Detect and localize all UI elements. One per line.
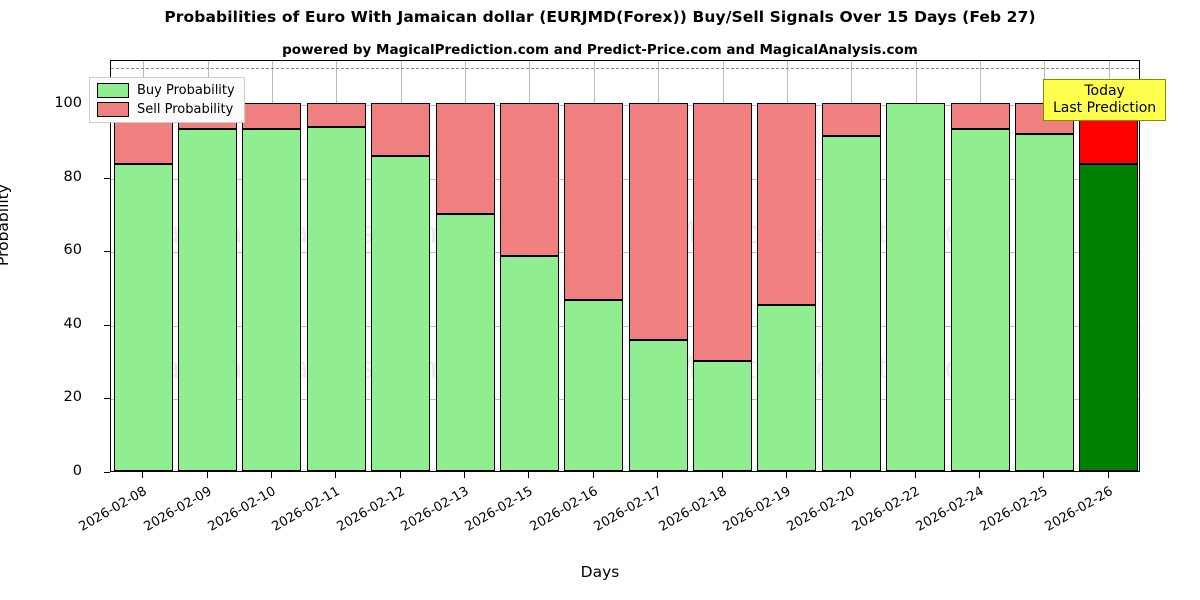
grid-line-horizontal [111,105,1139,107]
bar-segment-buy[interactable] [821,136,881,471]
x-axis-tick [786,472,787,478]
x-axis-tick [528,472,529,478]
x-axis-tick [464,472,465,478]
legend-item-buy: Buy Probability [97,83,235,98]
x-axis-tick [979,472,980,478]
bar-segment-buy[interactable] [564,299,624,471]
bar-stack[interactable] [693,61,752,471]
chart-title: Probabilities of Euro With Jamaican doll… [164,8,1036,26]
bar-segment-sell[interactable] [371,103,431,157]
x-axis-tick [850,472,851,478]
reference-line [111,68,1139,70]
legend-item-sell: Sell Probability [97,102,235,117]
bar-segment-sell[interactable] [628,103,688,341]
y-axis-tick [104,177,110,179]
bar-segment-buy[interactable] [242,128,302,471]
x-axis-tick [593,472,594,478]
bar-stack[interactable] [886,61,946,471]
bar-stack[interactable] [435,61,495,471]
grid-line-horizontal [111,399,1139,401]
x-axis-tick [657,472,658,478]
x-axis-tick [1108,472,1109,478]
bar-segment-buy[interactable] [371,156,431,471]
bar-stack[interactable] [1014,61,1074,471]
legend-label-buy: Buy Probability [137,83,235,98]
bar-segment-buy[interactable] [886,103,946,471]
bar-segment-buy[interactable] [757,305,817,471]
y-axis-tick [104,398,110,400]
today-label-line2: Last Prediction [1053,99,1157,116]
bar-segment-buy[interactable] [1079,163,1139,471]
x-axis-tick [722,472,723,478]
bar-stack[interactable] [821,61,881,471]
y-axis-title: Probability [0,184,12,266]
bar-stack[interactable] [306,61,366,471]
bar-segment-sell[interactable] [499,103,559,256]
bar-segment-sell[interactable] [306,103,366,128]
x-axis-tick [1043,472,1044,478]
bar-segment-buy[interactable] [113,163,173,471]
x-axis-tick [400,472,401,478]
grid-line-horizontal [111,252,1139,254]
legend-swatch-sell [97,102,129,117]
bar-segment-buy[interactable] [306,127,366,471]
bar-segment-sell[interactable] [693,103,752,361]
x-axis-title: Days [580,563,620,581]
bar-stack[interactable] [113,61,173,471]
today-label-line1: Today [1084,83,1125,99]
y-axis-tick-label: 0 [72,463,82,479]
bar-segment-sell[interactable] [242,103,302,129]
bar-segment-buy[interactable] [693,360,752,471]
bar-stack[interactable] [242,61,302,471]
y-axis-tick [104,324,110,326]
x-axis-tick [142,472,143,478]
chart-subtitle: powered by MagicalPrediction.com and Pre… [282,42,918,58]
bar-segment-buy[interactable] [1014,134,1074,471]
y-axis-tick [104,251,110,253]
bar-segment-sell[interactable] [435,103,495,214]
bar-stack[interactable] [1079,61,1139,471]
bar-stack[interactable] [178,61,237,471]
bar-segment-sell[interactable] [564,103,624,300]
x-axis-tick [335,472,336,478]
y-axis-tick-label: 100 [54,95,82,112]
bar-segment-sell[interactable] [950,103,1010,129]
bar-segment-buy[interactable] [499,255,559,471]
bar-segment-buy[interactable] [178,128,237,471]
grid-line-horizontal [111,178,1139,180]
bar-segment-buy[interactable] [435,213,495,471]
x-axis-tick [207,472,208,478]
y-axis-tick [104,472,110,473]
bar-segment-buy[interactable] [628,340,688,471]
legend-swatch-buy [97,83,129,98]
bar-segment-sell[interactable] [821,103,881,137]
legend-label-sell: Sell Probability [137,102,234,117]
x-axis-tick [915,472,916,478]
y-axis-tick-label: 80 [63,168,82,185]
grid-line-horizontal [111,325,1139,327]
today-annotation: Today Last Prediction [1043,79,1167,122]
bar-segment-sell[interactable] [757,103,817,306]
bar-stack[interactable] [499,61,559,471]
y-axis-tick-label: 40 [63,315,82,332]
y-axis-tick-label: 60 [63,242,82,259]
x-axis-tick [271,472,272,478]
bar-stack[interactable] [564,61,624,471]
bar-stack[interactable] [757,61,817,471]
bar-stack[interactable] [950,61,1010,471]
bar-stack[interactable] [371,61,431,471]
chart-legend: Buy Probability Sell Probability [89,77,245,123]
bar-segment-buy[interactable] [950,128,1010,471]
y-axis-tick-label: 20 [63,389,82,406]
plot-area: MagicalAnalysis.comMagicalPrediction.com… [110,60,1140,472]
bar-stack[interactable] [628,61,688,471]
